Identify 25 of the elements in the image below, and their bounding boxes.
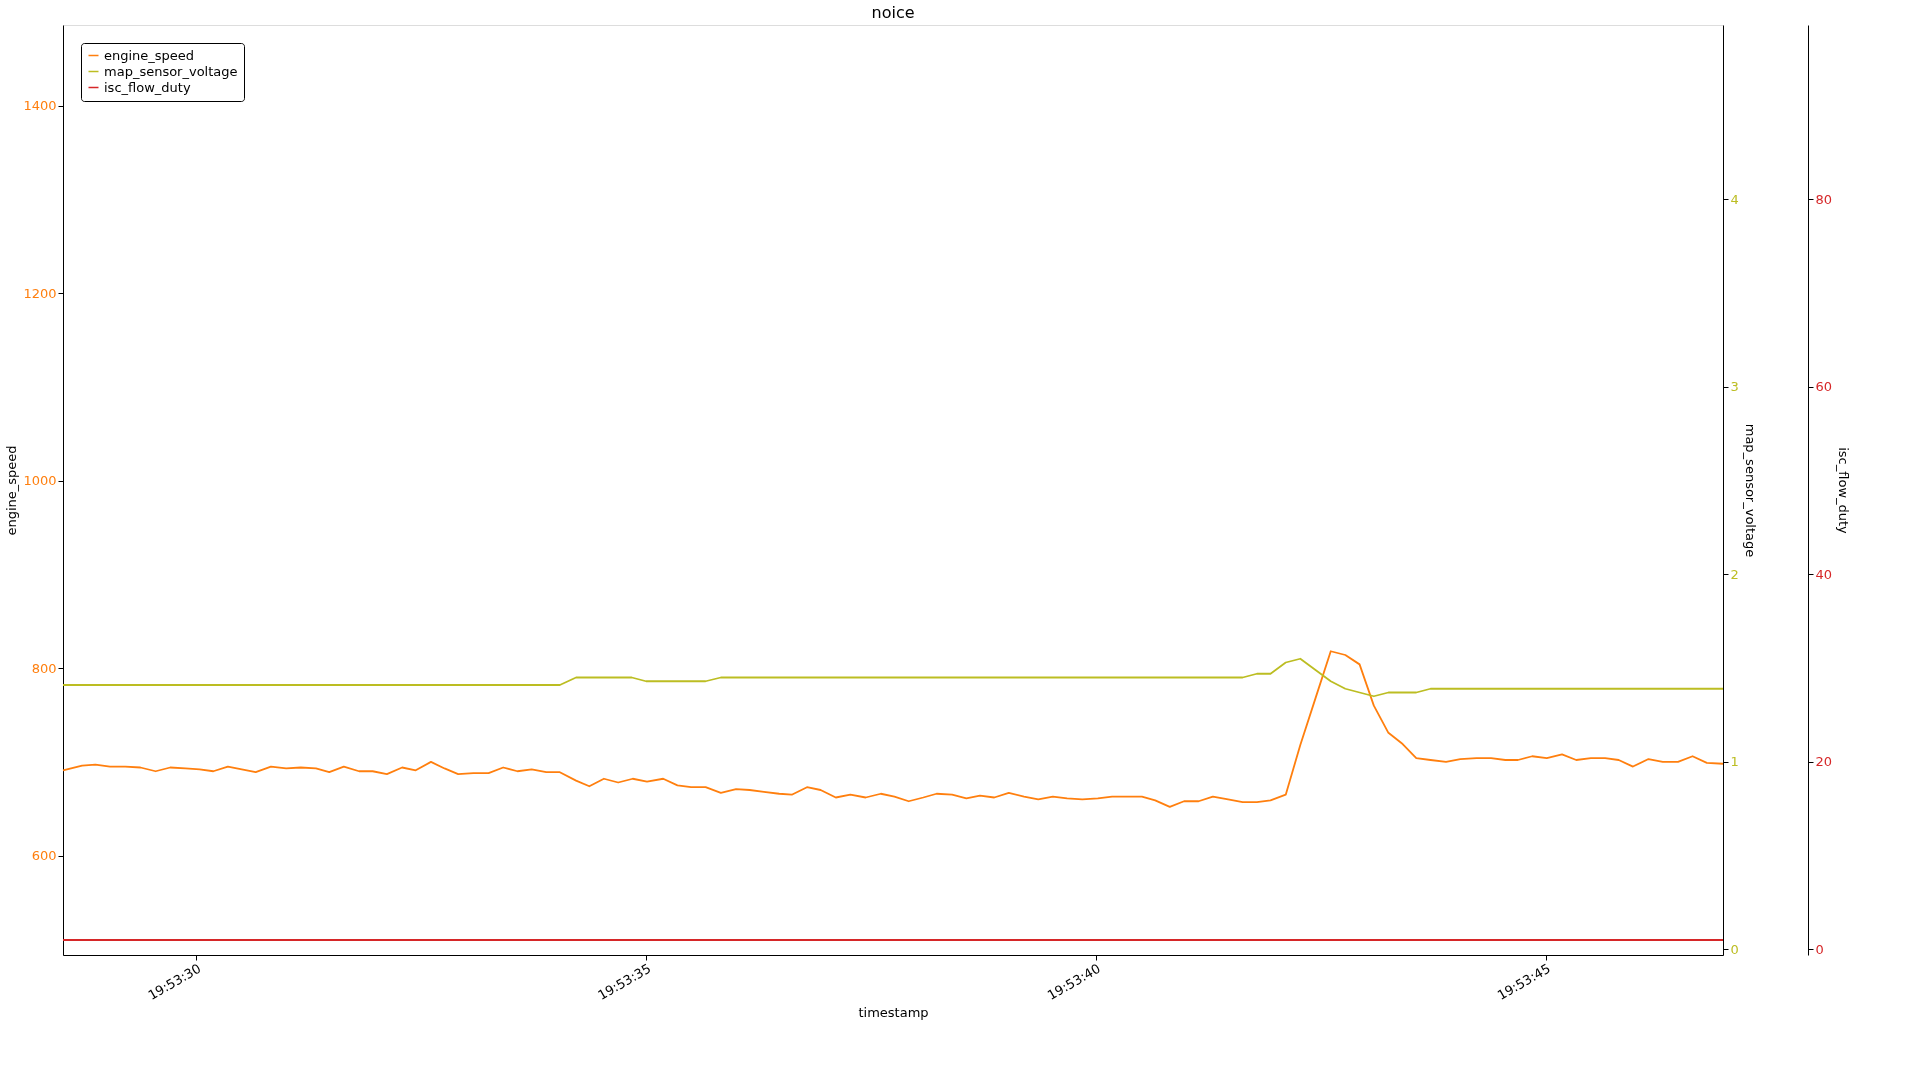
y2-axis-title: map_sensor_voltage: [1742, 423, 1758, 558]
y3-axis-title: isc_flow_duty: [1836, 447, 1852, 535]
y-tick-label: 800: [31, 660, 57, 676]
y3-tick-label: 80: [1815, 191, 1833, 207]
chart-title: noice: [871, 3, 915, 22]
y-tick-label: 600: [31, 848, 57, 864]
y2-tick-label: 1: [1730, 754, 1739, 770]
y2-tick-label: 0: [1730, 941, 1739, 957]
y-tick-label: 1000: [23, 473, 57, 489]
y2-tick-label: 3: [1730, 379, 1739, 395]
y2-tick-label: 2: [1730, 566, 1739, 582]
y-tick-label: 1400: [23, 98, 57, 114]
y3-tick-label: 40: [1815, 566, 1833, 582]
y3-tick-label: 20: [1815, 754, 1833, 770]
line-series: [62, 657, 1724, 698]
legend-label: map_sensor_voltage: [104, 63, 238, 79]
x-axis-title: timestamp: [858, 1004, 929, 1020]
line-series: [62, 650, 1724, 808]
legend-label: isc_flow_duty: [104, 79, 191, 95]
y3-tick-label: 0: [1815, 941, 1824, 957]
y3-tick-label: 60: [1815, 379, 1833, 395]
y-axis-title: engine_speed: [4, 445, 20, 536]
y-tick-label: 1200: [23, 285, 57, 301]
legend-label: engine_speed: [104, 47, 195, 63]
y2-tick-label: 4: [1730, 191, 1739, 207]
